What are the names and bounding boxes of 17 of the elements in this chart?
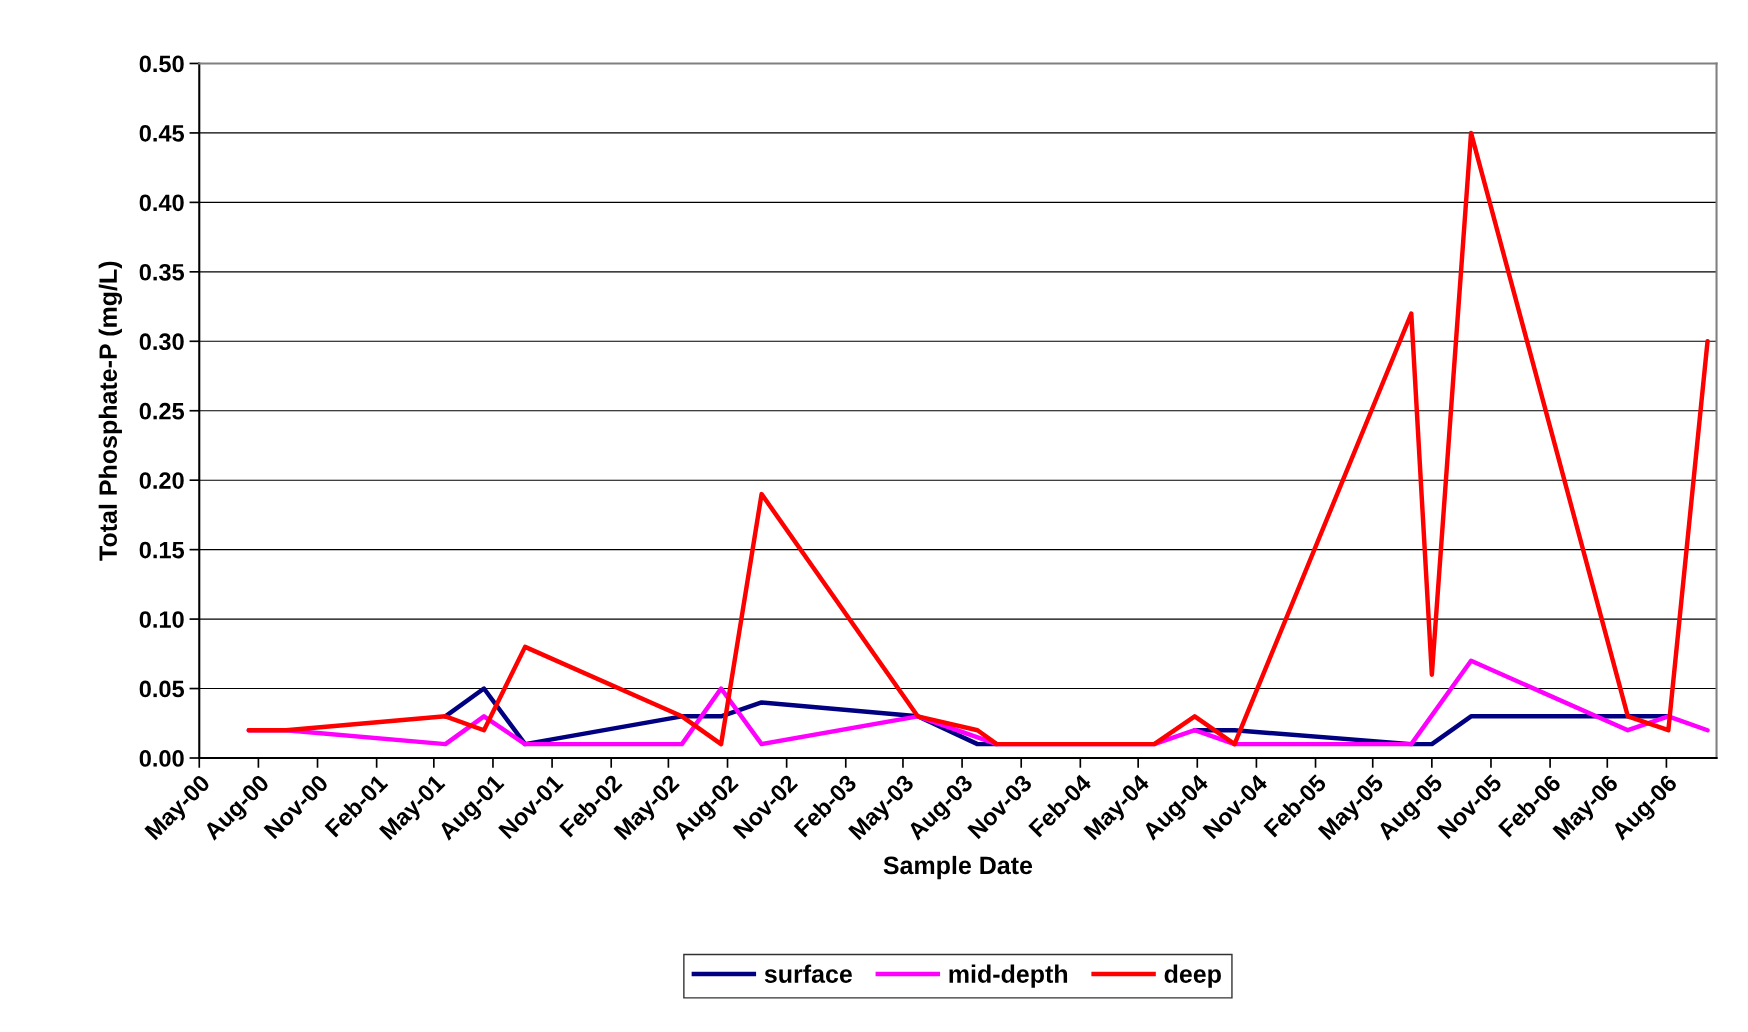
y-tick-label: 0.00	[139, 750, 184, 767]
y-tick-label: 0.25	[139, 402, 185, 420]
y-tick-label: 0.35	[139, 263, 185, 281]
y-tick-label: 0.15	[139, 541, 185, 559]
y-tick-label: 0.45	[139, 124, 185, 142]
y-tick-label: 0.50	[139, 55, 184, 73]
legend-label: surface	[764, 964, 852, 983]
y-tick-label: 0.10	[139, 611, 184, 628]
y-tick-label: 0.20	[139, 472, 184, 489]
y-tick-label: 0.05	[139, 680, 185, 698]
x-axis-title: Sample Date	[883, 855, 1033, 880]
y-axis-title: Total Phosphate-P (mg/L)	[98, 261, 123, 561]
y-tick-label: 0.40	[139, 194, 184, 212]
line-series	[246, 130, 1710, 747]
legend-label: mid-depth	[949, 964, 1068, 988]
y-tick-label: 0.30	[139, 333, 184, 351]
legend-label: deep	[1164, 964, 1221, 988]
